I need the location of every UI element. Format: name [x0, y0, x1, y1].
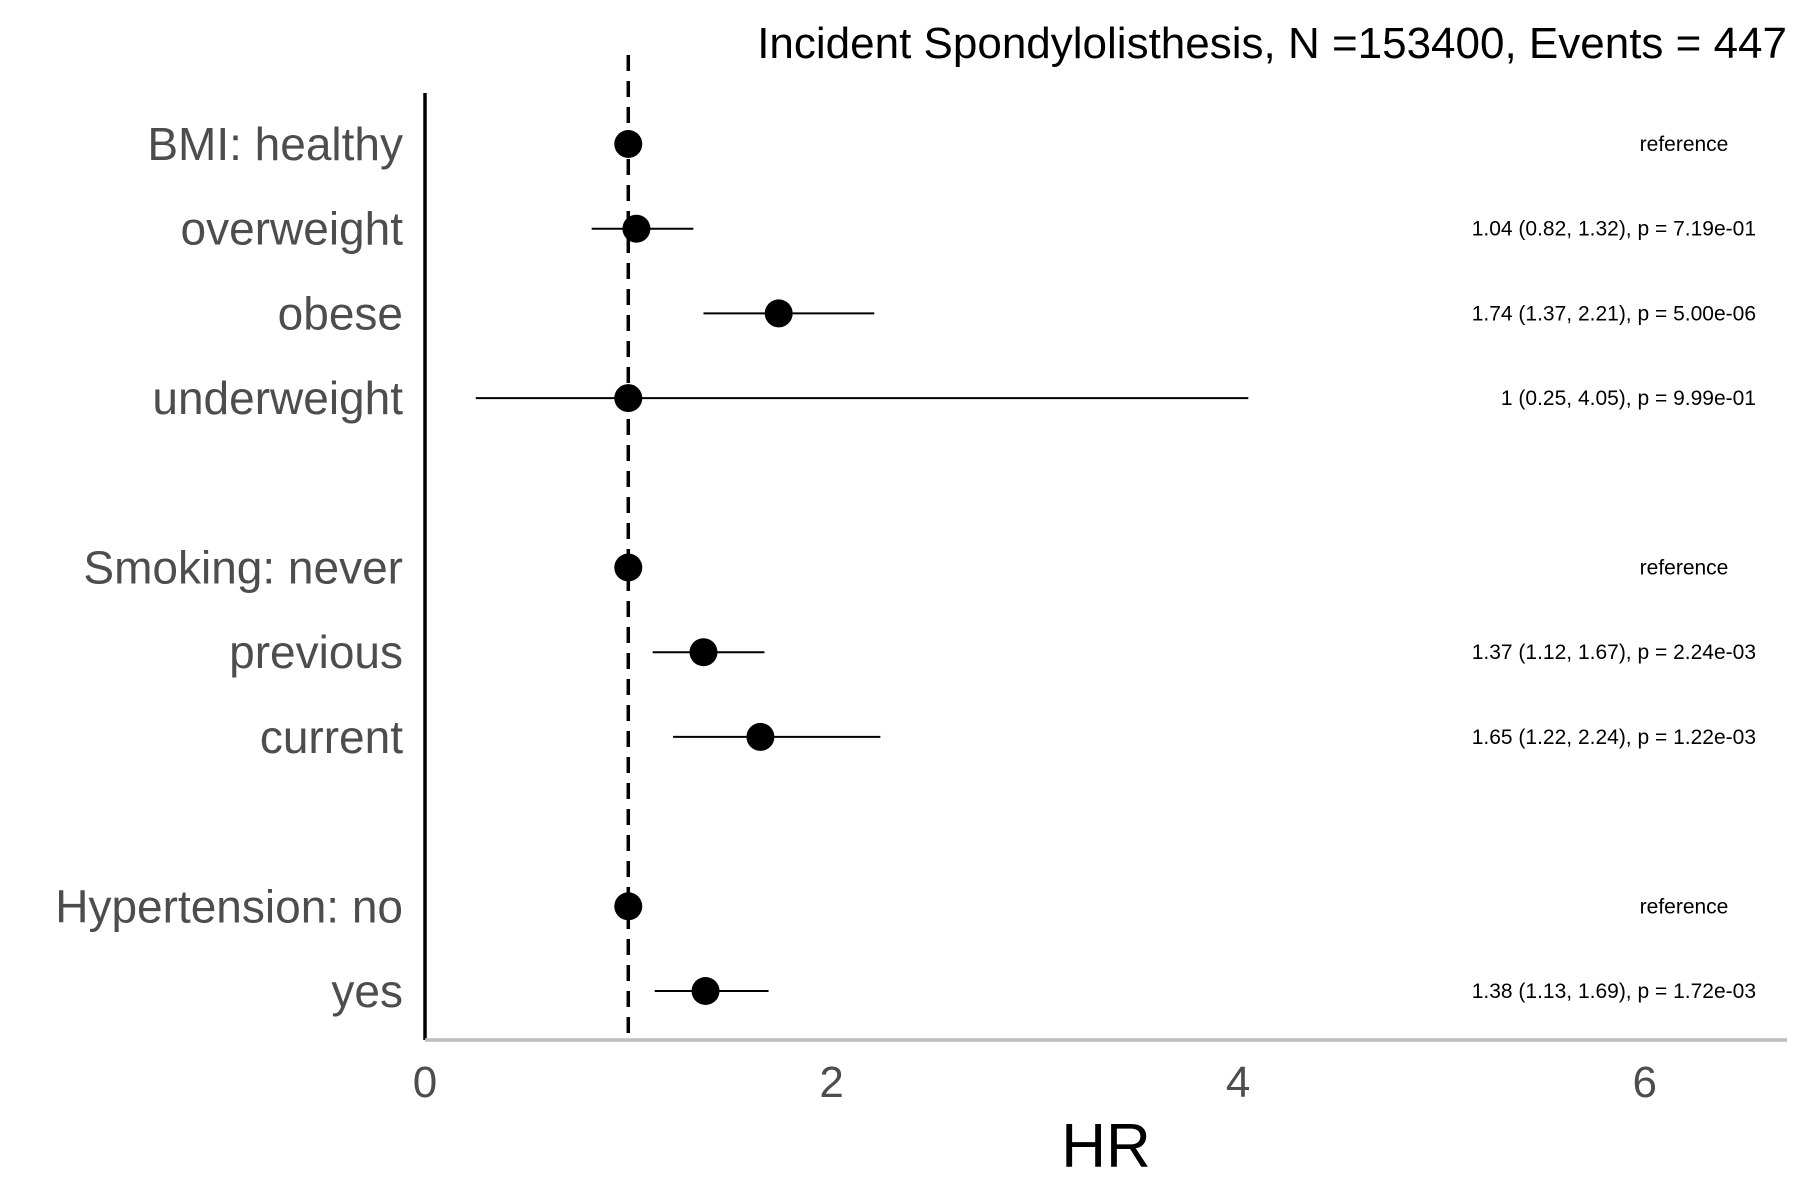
- hr-point: [746, 722, 775, 751]
- hr-point: [689, 638, 718, 667]
- row-annotation: reference: [1640, 557, 1729, 580]
- hr-point: [614, 130, 643, 158]
- row-label: overweight: [181, 203, 404, 255]
- hr-point: [614, 384, 643, 413]
- row-label: obese: [278, 287, 403, 339]
- x-tick-label: 4: [1226, 1058, 1250, 1107]
- row-annotation: reference: [1640, 895, 1729, 918]
- x-tick-label: 2: [819, 1058, 843, 1107]
- row-label: BMI: healthy: [147, 118, 403, 170]
- x-tick-label: 6: [1632, 1058, 1656, 1107]
- hr-point: [614, 553, 643, 582]
- row-label: yes: [331, 965, 403, 1017]
- row-annotation: 1.65 (1.22, 2.24), p = 1.22e-03: [1472, 726, 1756, 749]
- x-tick-label: 0: [413, 1058, 437, 1107]
- row-annotation: 1.74 (1.37, 2.21), p = 5.00e-06: [1472, 302, 1756, 325]
- row-annotation: 1.04 (0.82, 1.32), p = 7.19e-01: [1472, 218, 1756, 241]
- hr-point: [764, 299, 793, 328]
- chart-title: Incident Spondylolisthesis, N =153400, E…: [757, 19, 1787, 68]
- row-label: previous: [229, 626, 403, 678]
- row-annotation: 1.38 (1.13, 1.69), p = 1.72e-03: [1472, 980, 1756, 1003]
- points-layer: [475, 130, 1249, 1005]
- row-annotation: reference: [1640, 133, 1729, 156]
- row-label: Hypertension: no: [55, 880, 403, 932]
- x-axis-ticks: 0 2 4 6: [413, 1058, 1657, 1107]
- row-label: current: [260, 711, 403, 763]
- hr-point: [691, 977, 720, 1005]
- hr-point: [614, 892, 643, 921]
- row-label: Smoking: never: [83, 542, 403, 594]
- x-axis-title: HR: [1061, 1112, 1151, 1181]
- hr-point: [622, 214, 651, 243]
- rows-layer: BMI: healthy reference overweight 1.04 (0.8…: [55, 118, 1756, 1017]
- row-label: underweight: [152, 372, 403, 424]
- row-annotation: 1 (0.25, 4.05), p = 9.99e-01: [1501, 387, 1756, 410]
- row-annotation: 1.37 (1.12, 1.67), p = 2.24e-03: [1472, 641, 1756, 664]
